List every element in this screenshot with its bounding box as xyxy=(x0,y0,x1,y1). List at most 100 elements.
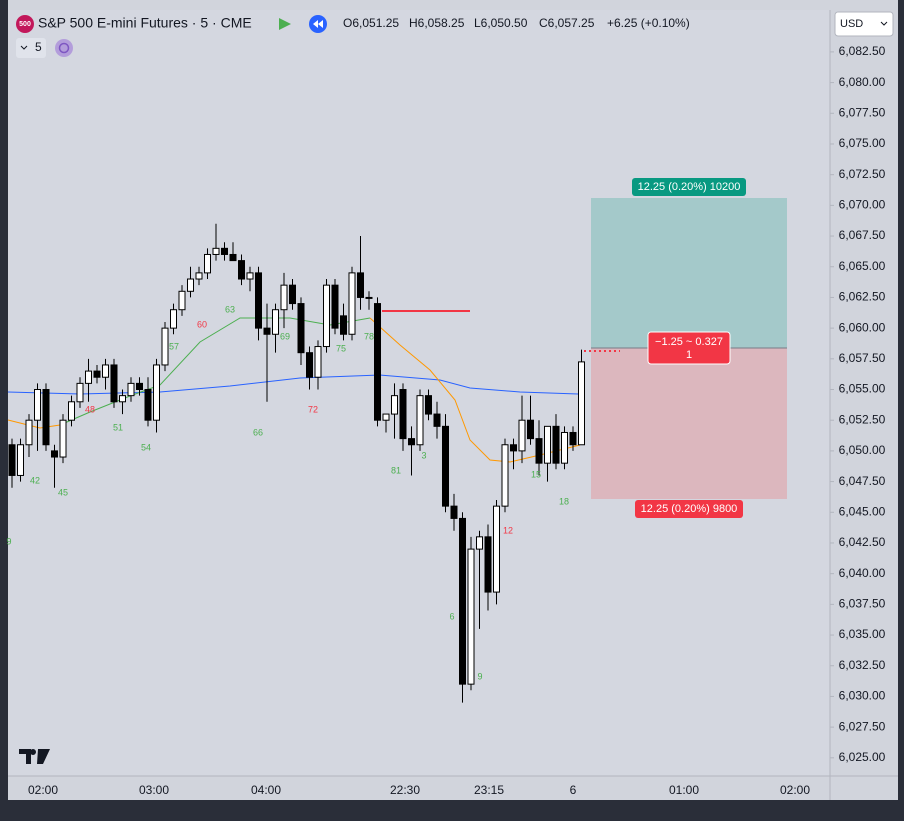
candle-body xyxy=(153,364,160,421)
candle-body xyxy=(348,272,356,335)
candle-body xyxy=(518,419,526,452)
ohlc-close: C6,057.25 xyxy=(539,16,595,30)
price-label: 6,082.50 xyxy=(839,44,886,58)
candle-body xyxy=(425,395,432,415)
stop-zone xyxy=(591,348,787,499)
candle-body xyxy=(544,425,551,464)
candle-body xyxy=(17,444,24,476)
candle-body xyxy=(76,382,84,403)
price-label: 6,042.50 xyxy=(839,535,886,549)
candle-body xyxy=(110,364,118,403)
bar-count: 54 xyxy=(141,442,151,452)
replay-icon xyxy=(313,20,323,28)
price-label: 6,025.00 xyxy=(839,750,886,764)
time-label: 02:00 xyxy=(28,783,58,797)
candle-body xyxy=(314,346,322,378)
bar-count: 60 xyxy=(197,319,207,329)
price-label: 6,067.50 xyxy=(839,228,886,242)
price-label: 6,030.00 xyxy=(839,689,886,703)
candle-body xyxy=(484,536,492,593)
bar-count: 3 xyxy=(421,450,426,460)
candle-body xyxy=(187,278,194,292)
price-label: 6,080.00 xyxy=(839,75,886,89)
candle-body xyxy=(144,389,152,421)
bottom-frame xyxy=(0,800,904,816)
candle-body xyxy=(510,444,517,452)
bar-count: 78 xyxy=(364,331,374,341)
price-label: 6,037.50 xyxy=(839,597,886,611)
symbol-title: S&P 500 E-mini Futures · 5 · CME xyxy=(38,15,252,31)
time-label: 6 xyxy=(570,783,577,797)
price-label: 6,045.00 xyxy=(839,504,886,518)
price-label: 6,027.50 xyxy=(839,719,886,733)
bar-count: 48 xyxy=(85,404,95,414)
target-label: 12.25 (0.20%) 10200 xyxy=(638,181,741,193)
candle-body xyxy=(263,327,271,335)
candle-body xyxy=(357,272,364,298)
sync-icon xyxy=(58,42,70,54)
sync-button[interactable] xyxy=(55,39,73,57)
position-tool[interactable] xyxy=(591,198,787,499)
candle-body xyxy=(280,284,288,311)
candle-body xyxy=(229,253,237,262)
bar-count: 63 xyxy=(225,304,235,314)
candle-body xyxy=(51,450,58,458)
interval-toggle[interactable] xyxy=(16,38,46,58)
flag-icon[interactable] xyxy=(279,18,291,30)
time-label: 02:00 xyxy=(780,783,810,797)
price-label: 6,032.50 xyxy=(839,658,886,672)
candle-body xyxy=(578,361,585,446)
bar-count: 15 xyxy=(531,469,541,479)
candle-body xyxy=(476,536,483,550)
currency-select[interactable] xyxy=(834,11,894,37)
candle-body xyxy=(34,389,41,421)
currency: USD xyxy=(840,18,863,30)
candle-body xyxy=(297,303,305,354)
time-label: 23:15 xyxy=(474,783,504,797)
candle-body xyxy=(459,517,466,685)
candle-body xyxy=(59,419,67,458)
target-label-bg xyxy=(632,178,746,196)
qty-label: 1 xyxy=(686,349,692,361)
price-label: 6,052.50 xyxy=(839,412,886,426)
moving-average xyxy=(59,317,371,426)
price-label: 6,057.50 xyxy=(839,351,886,365)
candle-body xyxy=(323,284,330,348)
price-label: 6,060.00 xyxy=(839,320,886,334)
candle-body xyxy=(408,438,415,446)
candle-body xyxy=(416,395,424,446)
bar-count: 75 xyxy=(336,343,346,353)
stop-label: 12.25 (0.20%) 9800 xyxy=(641,503,738,515)
header: 500 S&P 500 E-mini Futures · 5 · CME O6,… xyxy=(16,11,894,58)
candle-body xyxy=(127,382,135,397)
ohlc-low: L6,050.50 xyxy=(474,16,528,30)
candle-body xyxy=(331,284,339,329)
candle-body xyxy=(272,309,279,335)
candle-body xyxy=(170,309,177,329)
candle-body xyxy=(289,284,296,305)
price-label: 6,055.00 xyxy=(839,382,886,396)
candle-body xyxy=(340,315,347,335)
candle-body xyxy=(493,505,500,593)
bar-count: 51 xyxy=(113,422,123,432)
price-label: 6,072.50 xyxy=(839,167,886,181)
bar-count: 81 xyxy=(391,465,401,475)
candle-body xyxy=(535,438,543,464)
ratio-label: −1.25 ~ 0.327 xyxy=(655,336,723,348)
candle-body xyxy=(382,413,390,421)
price-label: 6,035.00 xyxy=(839,627,886,641)
candle-body xyxy=(8,444,16,476)
candle-body xyxy=(85,370,92,384)
bar-count: 57 xyxy=(169,341,179,351)
bar-count: 6 xyxy=(449,611,454,621)
moving-average xyxy=(7,374,579,395)
target-zone xyxy=(591,198,787,348)
bar-count: 69 xyxy=(280,331,290,341)
price-label: 6,070.00 xyxy=(839,198,886,212)
badge-text: 500 xyxy=(19,21,31,28)
candle-body xyxy=(102,364,109,378)
ohlc-change: +6.25 (+0.10%) xyxy=(607,16,690,30)
time-label: 03:00 xyxy=(139,783,169,797)
candle-body xyxy=(136,382,143,391)
